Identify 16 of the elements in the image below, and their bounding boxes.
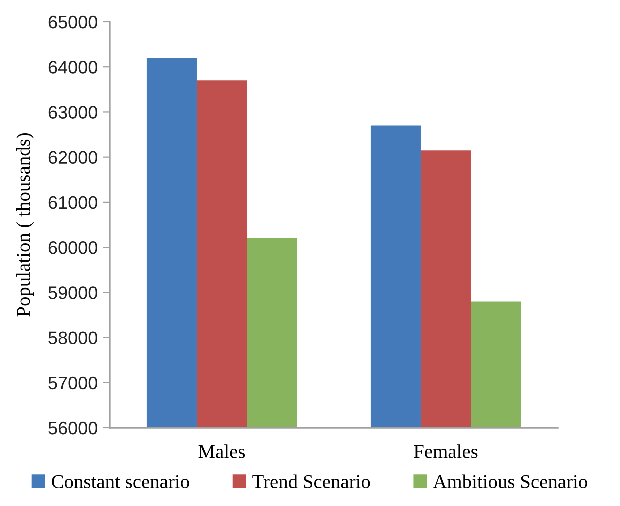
- x-tick-label: Females: [414, 444, 478, 458]
- y-tick-label: 58000: [48, 332, 98, 344]
- y-tick-label: 60000: [48, 241, 98, 254]
- legend-label: Constant scenario: [52, 475, 190, 488]
- x-tick-label: Males: [198, 444, 246, 458]
- y-tick-label: 65000: [48, 16, 98, 29]
- y-tick-label: 59000: [48, 286, 98, 300]
- y-axis-title: Population ( thousands): [16, 134, 34, 317]
- y-tick-label: 64000: [48, 61, 98, 74]
- y-tick-label: 62000: [48, 151, 98, 164]
- y-tick-label: 63000: [48, 106, 98, 119]
- legend-label: Trend Scenario: [252, 474, 370, 488]
- y-tick-label: 56000: [48, 422, 98, 435]
- legend-label: Ambitious Scenario: [433, 474, 588, 488]
- y-tick-label: 61000: [48, 196, 98, 210]
- y-tick-label: 57000: [48, 376, 98, 390]
